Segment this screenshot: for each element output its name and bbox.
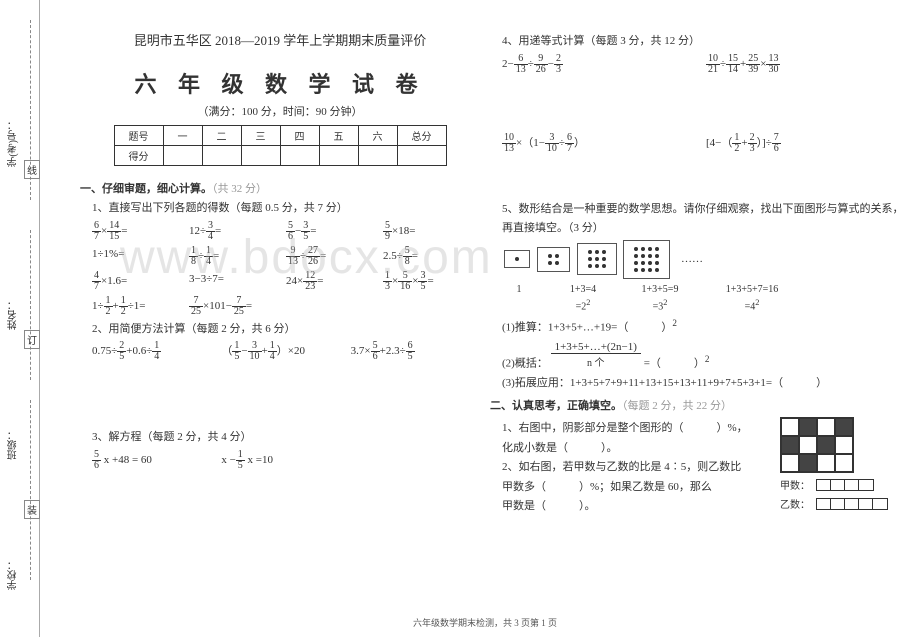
q5-label-b: 再直接填空。（3 分）	[502, 220, 910, 237]
marker-ding: 订	[24, 330, 40, 349]
score-table: 题号一二三 四五六总分 得分	[114, 125, 447, 166]
q2-label: 2、用简便方法计算（每题 2 分，共 6 分）	[92, 321, 480, 338]
dot-math: 1 1+3=4=22 1+3+5=9=32 1+3+5+7=16=42	[502, 282, 910, 314]
q1-label: 1、直接写出下列各题的得数（每题 0.5 分，共 7 分）	[92, 200, 480, 217]
right-column: 4、用递等式计算（每题 3 分，共 12 分） 2−613÷926−23 102…	[490, 30, 910, 518]
dash-seg	[30, 400, 31, 580]
left-column: 昆明市五华区 2018—2019 学年上学期期末质量评价 六 年 级 数 学 试…	[80, 30, 480, 475]
s2q1a: 1、右图中，阴影部分是整个图形的（ ）%，	[502, 420, 780, 437]
s2q2c: 甲数是（ ）。	[502, 498, 780, 515]
label-name: 姓名：	[6, 300, 21, 330]
page-footer: 六年级数学期末检测，共 3 页第 1 页	[50, 616, 920, 629]
q5-label: 5、数形结合是一种重要的数学思想。请你仔细观察，找出下面图形与算式的关系，	[502, 201, 910, 218]
binding-sidebar: 学校： 班级： 姓名： 学(考)号： 装 订 线	[0, 0, 40, 637]
content: 昆明市五华区 2018—2019 学年上学期期末质量评价 六 年 级 数 学 试…	[50, 0, 920, 637]
q5-3: (3)拓展应用：1+3+5+7+9+11+13+15+13+11+9+7+5+3…	[502, 375, 910, 392]
section2-head: 二、认真思考，正确填空。（每题 2 分，共 22 分）	[490, 397, 910, 413]
marker-zhuang: 装	[24, 500, 40, 519]
q5-1: (1)推算：1+3+5+…+19=（ ）2	[502, 317, 910, 336]
q4-label: 4、用递等式计算（每题 3 分，共 12 分）	[502, 33, 910, 50]
label-id: 学(考)号：	[6, 120, 21, 167]
dash-seg	[30, 230, 31, 380]
q5-2: (2)概括： 1+3+5+…+(2n−1) n 个 =（ ）2	[502, 339, 910, 372]
s2q1b: 化成小数是（ ）。	[502, 440, 780, 457]
label-school: 学校：	[6, 560, 21, 590]
q2-rows: 0.75÷25+0.6÷14 （15−310+14）×20 3.7×56+2.3…	[92, 341, 480, 362]
q3-rows: 56 x +48 = 60 x −15 x =10	[92, 450, 480, 471]
doc-title: 昆明市五华区 2018—2019 学年上学期期末质量评价	[80, 30, 480, 49]
yi-bar: 乙数：	[780, 496, 910, 511]
section1-head: 一、仔细审题，细心计算。（共 32 分）	[80, 180, 480, 196]
s2q2b: 甲数多（ ）%；如果乙数是 60，那么	[502, 479, 780, 496]
q4-rows: 2−613÷926−23 1021÷1514+2539×1330 1013×（1…	[502, 54, 910, 154]
s2q2a: 2、如右图，若甲数与乙数的比是 4∶5，则乙数比	[502, 459, 780, 476]
subtitle: （满分：100 分，时间：90 分钟）	[80, 103, 480, 119]
dot-patterns: ……	[502, 240, 910, 279]
jia-bar: 甲数：	[780, 477, 910, 492]
q3-label: 3、解方程（每题 2 分，共 4 分）	[92, 429, 480, 446]
label-class: 班级：	[6, 430, 21, 460]
marker-xian: 线	[24, 160, 40, 179]
q1-rows: 67×1415= 12÷34= 56−35= 59×18= 1÷1%= 18÷1…	[92, 221, 480, 317]
main-title: 六 年 级 数 学 试 卷	[80, 67, 480, 99]
checker-grid	[780, 417, 854, 473]
